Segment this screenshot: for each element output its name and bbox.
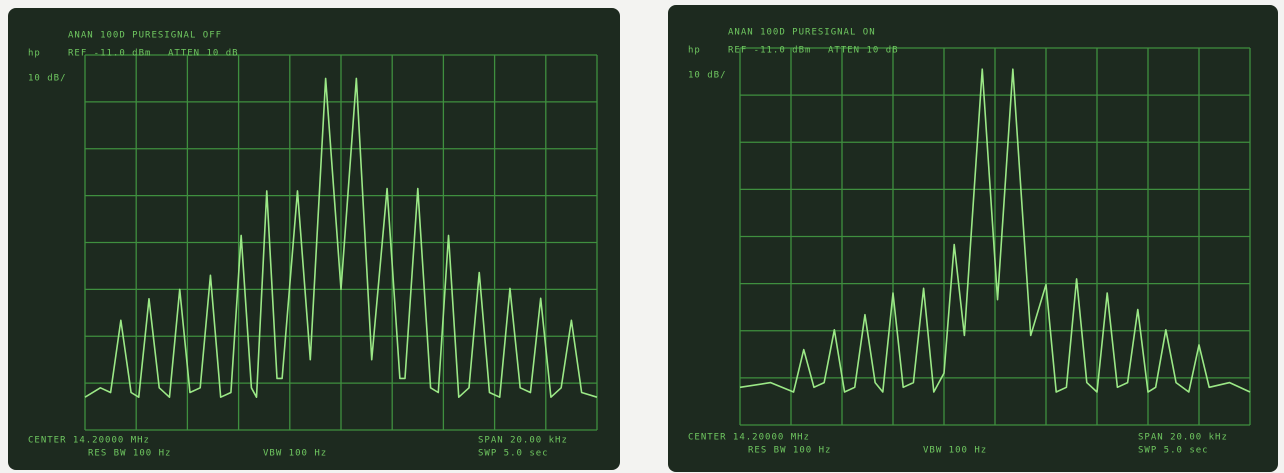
screen-title: ANAN 100D PURESIGNAL OFF bbox=[68, 31, 222, 41]
screen-annotation: CENTER 14.20000 MHz bbox=[688, 433, 810, 443]
screen-annotation: RES BW 100 Hz bbox=[748, 446, 831, 456]
screen-annotation: ATTEN 10 dB bbox=[828, 46, 899, 56]
screenshot: ANAN 100D PURESIGNAL OFF hp REF -11.0 dBm A… bbox=[0, 0, 1284, 473]
screen-annotation: hp bbox=[688, 46, 701, 56]
screen-left bbox=[8, 8, 620, 470]
screen-annotation: CENTER 14.20000 MHz bbox=[28, 436, 150, 446]
screen-annotation: 10 dB/ bbox=[28, 74, 67, 84]
page: ANAN 100D PURESIGNAL OFF hp REF -11.0 dBm A… bbox=[0, 0, 1284, 473]
screen-annotation: VBW 100 Hz bbox=[923, 446, 987, 456]
screen-annotation: VBW 100 Hz bbox=[263, 449, 327, 459]
screen-annotation: 10 dB/ bbox=[688, 71, 727, 81]
screen-right bbox=[668, 5, 1278, 472]
screen-annotation: hp bbox=[28, 49, 41, 59]
screen-annotation: SWP 5.0 sec bbox=[478, 449, 549, 459]
screen-annotation: REF -11.0 dBm bbox=[728, 46, 811, 56]
screen-annotation: SWP 5.0 sec bbox=[1138, 446, 1209, 456]
screen-annotation: SPAN 20.00 kHz bbox=[1138, 433, 1228, 443]
screen-annotation: SPAN 20.00 kHz bbox=[478, 436, 568, 446]
screen-annotation: REF -11.0 dBm bbox=[68, 49, 151, 59]
screen-annotation: ATTEN 10 dB bbox=[168, 49, 239, 59]
screen-title: ANAN 100D PURESIGNAL ON bbox=[728, 28, 876, 38]
screen-annotation: RES BW 100 Hz bbox=[88, 449, 171, 459]
